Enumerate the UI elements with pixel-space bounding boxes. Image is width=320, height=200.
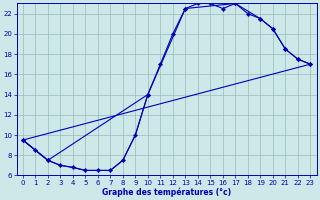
X-axis label: Graphe des températures (°c): Graphe des températures (°c) <box>102 187 231 197</box>
